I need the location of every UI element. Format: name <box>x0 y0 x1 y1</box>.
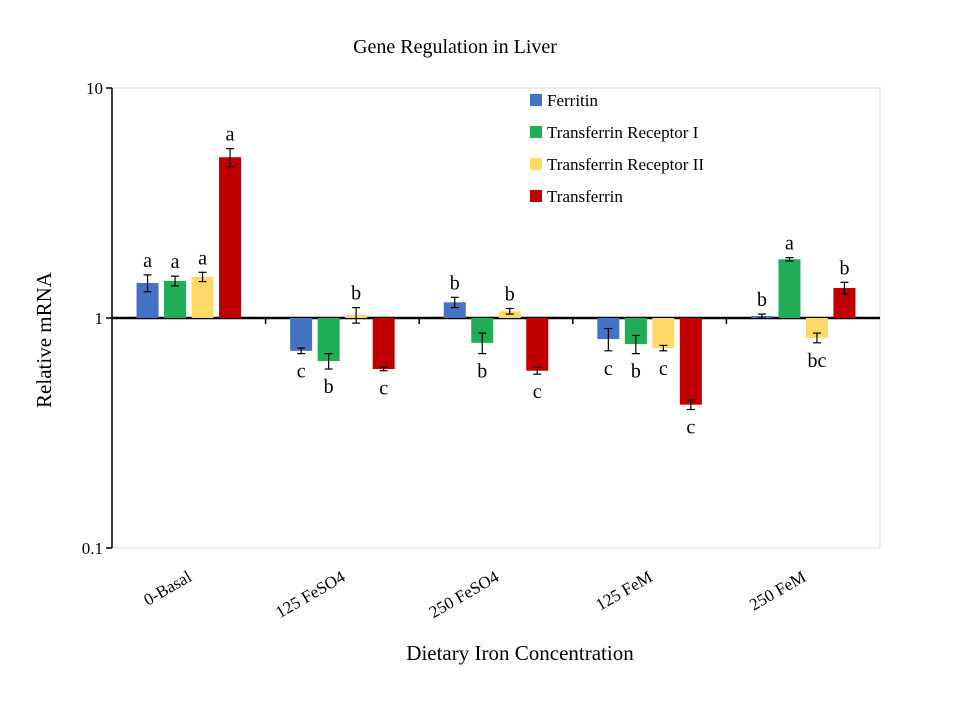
x-tick-label: 125 FeM <box>593 567 656 614</box>
legend-label: Transferrin Receptor I <box>547 123 699 142</box>
x-tick-label: 0-Basal <box>140 567 195 610</box>
x-tick-label: 250 FeM <box>746 567 809 614</box>
significance-label: b <box>757 289 767 311</box>
x-tick-label: 125 FeSO4 <box>272 567 349 622</box>
bar <box>164 280 187 318</box>
legend-swatch <box>530 126 542 138</box>
significance-label: a <box>198 247 207 269</box>
y-axis-label: Relative mRNA <box>32 271 56 408</box>
significance-label: c <box>297 361 306 383</box>
significance-label: c <box>659 358 668 380</box>
significance-label: c <box>604 358 613 380</box>
legend: Ferritin Transferrin Receptor I Transferri… <box>530 91 704 206</box>
legend-label: Ferritin <box>547 91 598 110</box>
y-tick-label: 1 <box>95 309 104 328</box>
bar <box>652 318 675 349</box>
bar <box>833 288 856 318</box>
bar <box>191 276 214 318</box>
x-axis-label: Dietary Iron Concentration <box>406 641 634 665</box>
legend-label: Transferrin <box>547 187 623 206</box>
bar <box>443 302 466 318</box>
bar <box>471 318 494 343</box>
significance-label: c <box>533 381 542 403</box>
legend-swatch <box>530 158 542 170</box>
legend-label: Transferrin Receptor II <box>547 155 704 174</box>
bar <box>136 282 159 318</box>
significance-label: b <box>324 376 334 398</box>
bar <box>290 318 313 351</box>
y-tick-label: 10 <box>86 79 103 98</box>
significance-label: b <box>351 283 361 305</box>
chart-title: Gene Regulation in Liver <box>353 36 557 58</box>
bar <box>805 318 828 338</box>
significance-label: b <box>505 283 515 305</box>
significance-label: c <box>686 417 695 439</box>
y-tick-label: 0.1 <box>82 539 103 558</box>
significance-label: a <box>171 251 180 273</box>
bar <box>526 318 549 371</box>
bar <box>372 318 395 370</box>
bar <box>778 259 801 318</box>
significance-label: c <box>379 378 388 400</box>
significance-label: b <box>631 361 641 383</box>
bar <box>624 318 647 345</box>
bar <box>317 318 340 362</box>
x-tick-label: 250 FeSO4 <box>426 567 503 622</box>
significance-label: a <box>785 233 794 255</box>
significance-label: a <box>226 124 235 146</box>
bar <box>219 157 242 318</box>
legend-swatch <box>530 190 542 202</box>
significance-label: b <box>477 361 487 383</box>
significance-label: b <box>839 257 849 279</box>
significance-label: bc <box>808 350 827 372</box>
bar <box>679 318 702 405</box>
legend-swatch <box>530 94 542 106</box>
significance-label: a <box>143 250 152 272</box>
significance-label: b <box>450 272 460 294</box>
